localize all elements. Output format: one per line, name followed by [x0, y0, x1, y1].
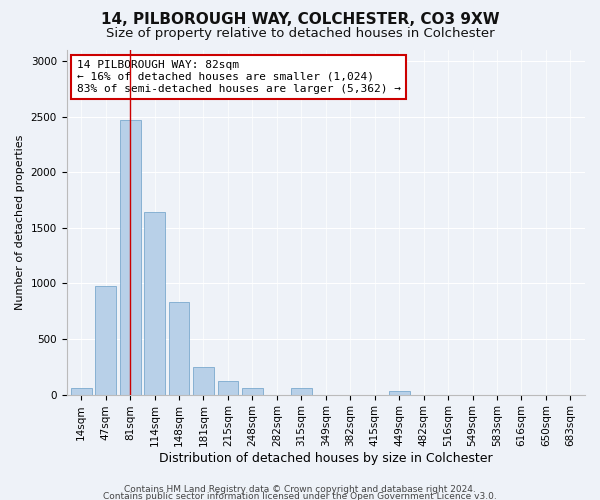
Bar: [71, 388, 92, 394]
Text: Size of property relative to detached houses in Colchester: Size of property relative to detached ho…: [106, 28, 494, 40]
Bar: [120, 120, 140, 394]
Text: Contains HM Land Registry data © Crown copyright and database right 2024.: Contains HM Land Registry data © Crown c…: [124, 486, 476, 494]
Y-axis label: Number of detached properties: Number of detached properties: [15, 134, 25, 310]
Bar: [218, 380, 238, 394]
Bar: [389, 390, 410, 394]
Bar: [242, 388, 263, 394]
Bar: [144, 212, 165, 394]
Bar: [193, 367, 214, 394]
Bar: [169, 302, 190, 394]
Text: 14 PILBOROUGH WAY: 82sqm
← 16% of detached houses are smaller (1,024)
83% of sem: 14 PILBOROUGH WAY: 82sqm ← 16% of detach…: [77, 60, 401, 94]
Text: Contains public sector information licensed under the Open Government Licence v3: Contains public sector information licen…: [103, 492, 497, 500]
Text: 14, PILBOROUGH WAY, COLCHESTER, CO3 9XW: 14, PILBOROUGH WAY, COLCHESTER, CO3 9XW: [101, 12, 499, 28]
Bar: [95, 286, 116, 395]
X-axis label: Distribution of detached houses by size in Colchester: Distribution of detached houses by size …: [159, 452, 493, 465]
Bar: [291, 388, 312, 394]
